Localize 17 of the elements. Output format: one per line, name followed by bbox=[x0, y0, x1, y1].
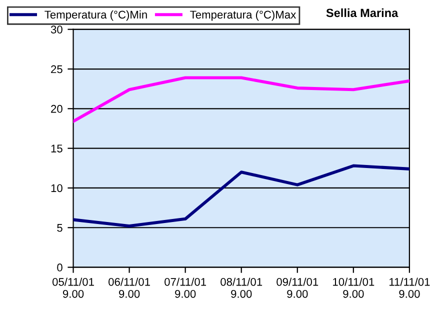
legend-label: Temperatura (°C)Max bbox=[190, 10, 296, 21]
y-tick-label: 10 bbox=[51, 184, 62, 192]
y-tick-label: 0 bbox=[57, 264, 62, 272]
chart-title: Sellia Marina bbox=[326, 8, 398, 18]
x-tick-label: 08/11/01 9.00 bbox=[220, 278, 262, 298]
y-tick-label: 5 bbox=[57, 224, 62, 232]
y-tick-label: 15 bbox=[51, 144, 62, 152]
x-tick-label: 05/11/01 9.00 bbox=[52, 278, 94, 298]
y-tick-label: 20 bbox=[51, 104, 62, 113]
x-tick-label: 09/11/01 9.00 bbox=[276, 278, 318, 298]
y-tick-label: 30 bbox=[50, 26, 62, 34]
x-tick-label: 10/11/01 9.00 bbox=[333, 278, 374, 298]
y-tick-label: 25 bbox=[51, 65, 62, 74]
x-tick-label: 07/11/01 9.00 bbox=[164, 278, 206, 298]
legend-label: Temperatura (°C)Min bbox=[44, 10, 147, 21]
x-tick-label: 11/11/01 9.00 bbox=[389, 278, 430, 298]
x-tick-label: 06/11/01 9.00 bbox=[108, 278, 150, 298]
